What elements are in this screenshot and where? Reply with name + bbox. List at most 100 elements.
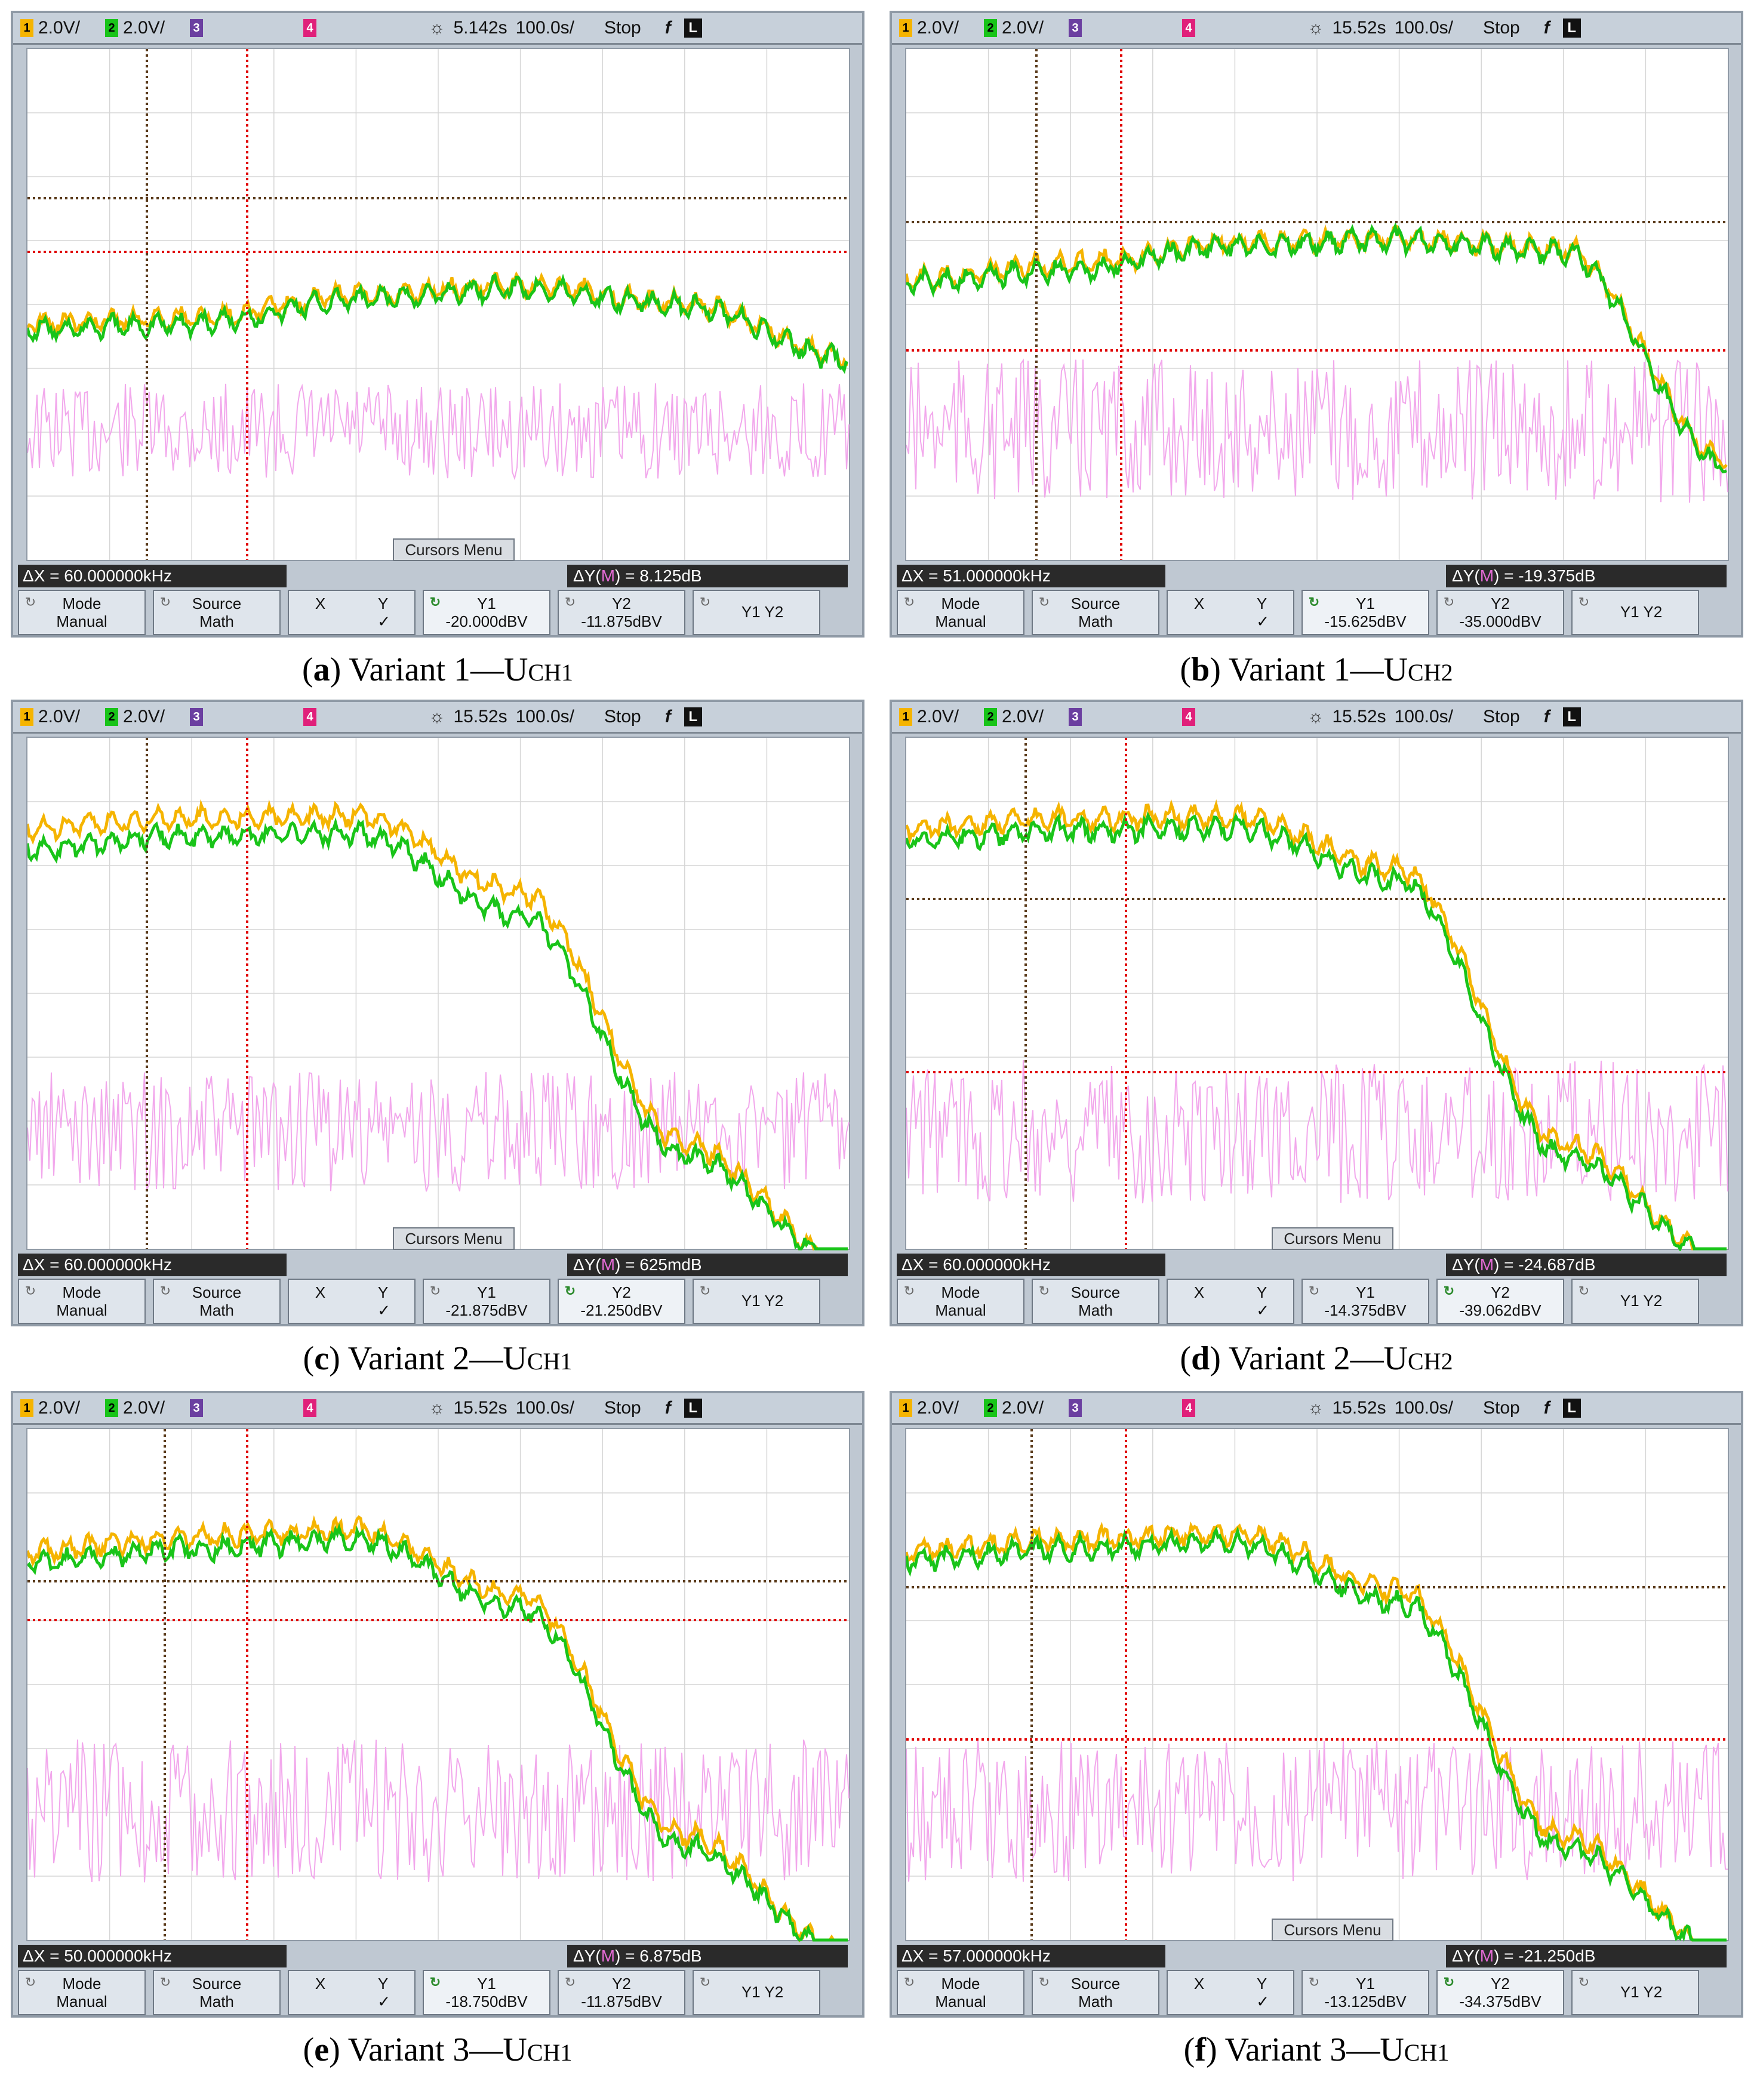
ch2-trace — [906, 221, 1727, 473]
channel-4-badge[interactable]: 4 — [1182, 1399, 1195, 1417]
source-softkey[interactable]: ↻ Source Math — [1032, 590, 1159, 635]
channel-1-scale: 2.0V/ — [917, 1398, 959, 1418]
ch2-trace — [906, 1526, 1727, 1942]
status-bar: 1 2.0V/ 2 2.0V/ 3 4 ☼ 15.52s 100.0s/ Sto… — [892, 702, 1741, 734]
rotate-icon: ↻ — [699, 1283, 711, 1298]
xy-softkey[interactable]: X Y ✓ — [1167, 590, 1294, 635]
y1-softkey[interactable]: ↻ Y1 -13.125dBV — [1301, 1970, 1429, 2015]
channel-1-badge[interactable]: 1 — [899, 1399, 912, 1417]
figure-caption: (a) Variant 1—UCH1 — [301, 651, 574, 688]
rotate-icon: ↻ — [1578, 595, 1590, 609]
y1y2-softkey[interactable]: ↻ Y1 Y2 — [693, 1970, 820, 2015]
figure-caption: (c) Variant 2—UCH1 — [303, 1340, 573, 1377]
oscilloscope-panel-d: 1 2.0V/ 2 2.0V/ 3 4 ☼ 15.52s 100.0s/ Sto… — [890, 700, 1743, 1326]
waveform-display[interactable]: Cursors Menu — [26, 48, 850, 561]
channel-4-badge[interactable]: 4 — [303, 708, 316, 726]
y2-softkey[interactable]: ↻ Y2 -35.000dBV — [1436, 590, 1564, 635]
trigger-mode-badge: L — [684, 1399, 702, 1418]
rotate-icon: ↻ — [1578, 1283, 1590, 1298]
source-softkey[interactable]: ↻ Source Math — [1032, 1970, 1159, 2015]
source-softkey[interactable]: ↻ Source Math — [153, 1970, 281, 2015]
y1-softkey[interactable]: ↻ Y1 -20.000dBV — [423, 590, 550, 635]
mode-softkey[interactable]: ↻ Mode Manual — [18, 1970, 146, 2015]
mode-softkey[interactable]: ↻ Mode Manual — [897, 1970, 1024, 2015]
y2-softkey[interactable]: ↻ Y2 -39.062dBV — [1436, 1279, 1564, 1324]
rotate-icon: ↻ — [564, 1283, 576, 1298]
channel-3-badge[interactable]: 3 — [1069, 708, 1082, 726]
source-softkey[interactable]: ↻ Source Math — [1032, 1279, 1159, 1324]
time-per-div: 100.0s/ — [515, 18, 574, 38]
channel-3-badge[interactable]: 3 — [1069, 1399, 1082, 1417]
source-softkey[interactable]: ↻ Source Math — [153, 1279, 281, 1324]
softkey-row: ↻ Mode Manual ↻ Source Math X Y ✓ ↻ Y1 -21.875dB… — [18, 1279, 857, 1326]
channel-2-badge[interactable]: 2 — [105, 1399, 118, 1417]
xy-softkey[interactable]: X Y ✓ — [288, 1279, 416, 1324]
channel-2-badge[interactable]: 2 — [105, 708, 118, 726]
y1-softkey[interactable]: ↻ Y1 -14.375dBV — [1301, 1279, 1429, 1324]
status-bar: 1 2.0V/ 2 2.0V/ 3 4 ☼ 5.142s 100.0s/ Sto… — [13, 13, 862, 45]
source-softkey[interactable]: ↻ Source Math — [153, 590, 281, 635]
y2-softkey[interactable]: ↻ Y2 -11.875dBV — [558, 1970, 685, 2015]
channel-1-badge[interactable]: 1 — [20, 19, 33, 37]
rotate-icon: ↻ — [564, 595, 576, 609]
xy-softkey[interactable]: X Y ✓ — [288, 590, 416, 635]
status-bar: 1 2.0V/ 2 2.0V/ 3 4 ☼ 15.52s 100.0s/ Sto… — [892, 1393, 1741, 1425]
channel-2-badge[interactable]: 2 — [984, 19, 997, 37]
y2-softkey[interactable]: ↻ Y2 -34.375dBV — [1436, 1970, 1564, 2015]
y2-softkey[interactable]: ↻ Y2 -21.250dBV — [558, 1279, 685, 1324]
channel-3-badge[interactable]: 3 — [190, 1399, 203, 1417]
cursors-menu-label: Cursors Menu — [1272, 1227, 1393, 1250]
ch1-trace — [27, 799, 848, 1251]
channel-4-badge[interactable]: 4 — [303, 19, 316, 37]
channel-3-badge[interactable]: 3 — [190, 708, 203, 726]
y1y2-softkey[interactable]: ↻ Y1 Y2 — [1571, 590, 1699, 635]
channel-1-badge[interactable]: 1 — [899, 19, 912, 37]
y1-softkey[interactable]: ↻ Y1 -15.625dBV — [1301, 590, 1429, 635]
mode-softkey[interactable]: ↻ Mode Manual — [18, 590, 146, 635]
y1y2-softkey[interactable]: ↻ Y1 Y2 — [693, 1279, 820, 1324]
channel-1-badge[interactable]: 1 — [899, 708, 912, 726]
delta-x-readout: ΔX = 60.000000kHz — [18, 1254, 287, 1276]
figure-caption: (b) Variant 1—UCH2 — [1180, 651, 1453, 688]
rotate-icon: ↻ — [1038, 1975, 1050, 1990]
y1y2-softkey[interactable]: ↻ Y1 Y2 — [1571, 1970, 1699, 2015]
math-trace — [906, 358, 1728, 503]
channel-1-badge[interactable]: 1 — [20, 708, 33, 726]
channel-4-badge[interactable]: 4 — [1182, 708, 1195, 726]
channel-2-badge[interactable]: 2 — [105, 19, 118, 37]
channel-4-badge[interactable]: 4 — [303, 1399, 316, 1417]
channel-2-scale: 2.0V/ — [1002, 707, 1044, 726]
waveform-display[interactable] — [905, 48, 1729, 561]
channel-2-badge[interactable]: 2 — [984, 1399, 997, 1417]
y1-softkey[interactable]: ↻ Y1 -18.750dBV — [423, 1970, 550, 2015]
softkey-row: ↻ Mode Manual ↻ Source Math X Y ✓ ↻ Y1 -13.125dB… — [897, 1970, 1736, 2018]
xy-softkey[interactable]: X Y ✓ — [1167, 1279, 1294, 1324]
xy-softkey[interactable]: X Y ✓ — [288, 1970, 416, 2015]
rotate-icon: ↻ — [903, 1975, 915, 1990]
channel-3-badge[interactable]: 3 — [190, 19, 203, 37]
channel-4-badge[interactable]: 4 — [1182, 19, 1195, 37]
channel-2-badge[interactable]: 2 — [984, 708, 997, 726]
math-trace — [906, 1060, 1728, 1203]
y1y2-softkey[interactable]: ↻ Y1 Y2 — [1571, 1279, 1699, 1324]
waveform-svg — [27, 1429, 850, 1942]
ch2-trace — [27, 1523, 848, 1942]
xy-softkey[interactable]: X Y ✓ — [1167, 1970, 1294, 2015]
status-bar: 1 2.0V/ 2 2.0V/ 3 4 ☼ 15.52s 100.0s/ Sto… — [892, 13, 1741, 45]
waveform-display[interactable] — [26, 1428, 850, 1942]
cursor-readout-bar: ΔX = 60.000000kHz ΔY(M) = 625mdB — [18, 1254, 857, 1277]
waveform-display[interactable]: Cursors Menu — [26, 737, 850, 1251]
channel-3-badge[interactable]: 3 — [1069, 19, 1082, 37]
run-status: Stop — [604, 707, 641, 726]
y2-softkey[interactable]: ↻ Y2 -11.875dBV — [558, 590, 685, 635]
channel-1-badge[interactable]: 1 — [20, 1399, 33, 1417]
y1y2-softkey[interactable]: ↻ Y1 Y2 — [693, 590, 820, 635]
mode-softkey[interactable]: ↻ Mode Manual — [18, 1279, 146, 1324]
mode-softkey[interactable]: ↻ Mode Manual — [897, 590, 1024, 635]
waveform-display[interactable]: Cursors Menu — [905, 737, 1729, 1251]
channel-1-scale: 2.0V/ — [38, 1398, 81, 1418]
waveform-display[interactable]: Cursors Menu — [905, 1428, 1729, 1942]
y1-softkey[interactable]: ↻ Y1 -21.875dBV — [423, 1279, 550, 1324]
mode-softkey[interactable]: ↻ Mode Manual — [897, 1279, 1024, 1324]
rotate-icon: ↻ — [903, 595, 915, 609]
